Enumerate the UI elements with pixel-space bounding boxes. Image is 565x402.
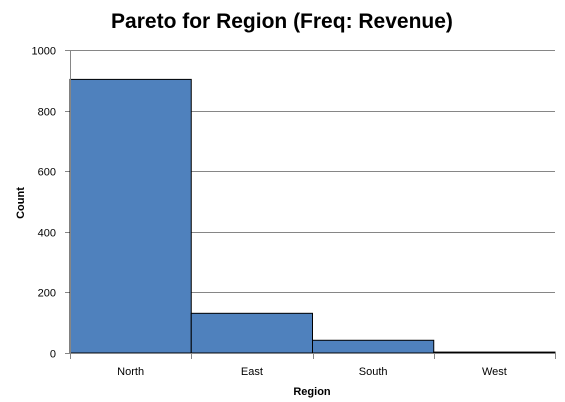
x-tick-label-west: West bbox=[482, 366, 507, 378]
bar-west bbox=[433, 351, 556, 354]
x-axis-label: Region bbox=[293, 386, 331, 398]
y-tick-label: 600 bbox=[38, 167, 56, 179]
y-tick-label: 1000 bbox=[32, 46, 56, 58]
bar-south bbox=[312, 339, 435, 354]
bars bbox=[69, 78, 556, 354]
y-tick-label: 0 bbox=[50, 349, 56, 361]
axes bbox=[65, 50, 556, 359]
y-tick-label: 200 bbox=[38, 288, 56, 300]
y-tick-labels: 0 200 400 600 800 1000 bbox=[32, 46, 56, 361]
bar-east bbox=[190, 312, 313, 354]
y-axis-label: Count bbox=[15, 187, 27, 219]
x-tick-label-east: East bbox=[241, 366, 263, 378]
chart-title: Pareto for Region (Freq: Revenue) bbox=[111, 10, 453, 33]
x-tick-label-south: South bbox=[359, 366, 388, 378]
y-tick-label: 800 bbox=[38, 107, 56, 119]
x-tick-labels: North East South West bbox=[117, 366, 507, 378]
bar-north bbox=[69, 78, 192, 354]
y-tick-label: 400 bbox=[38, 228, 56, 240]
x-tick-label-north: North bbox=[117, 366, 144, 378]
